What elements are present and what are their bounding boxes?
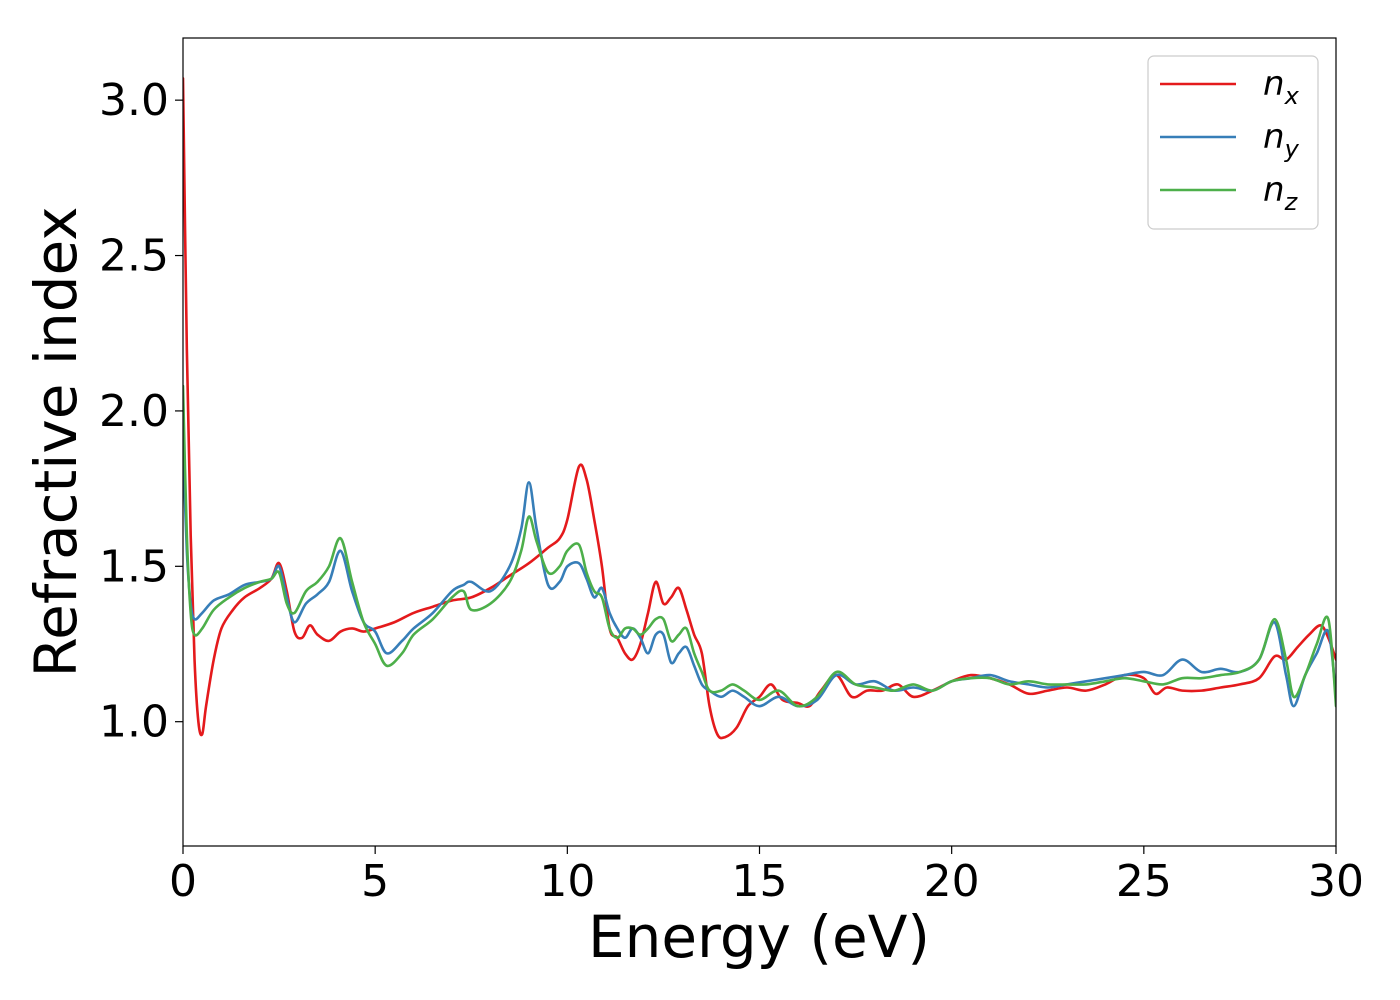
x-tick-label: 5 — [361, 856, 389, 907]
legend-label-z: nz — [1263, 170, 1299, 216]
y-tick-label: 1.0 — [99, 697, 169, 748]
legend: nx ny nz — [1147, 55, 1319, 230]
series-line-y — [183, 440, 1336, 708]
series-layer — [183, 77, 1336, 740]
series-line-x — [183, 77, 1336, 740]
x-tick-label: 30 — [1308, 856, 1364, 907]
x-tick-label: 10 — [539, 856, 595, 907]
y-tick-label: 2.5 — [99, 231, 169, 282]
legend-label-y: ny — [1263, 117, 1300, 163]
x-tick-label: 25 — [1116, 856, 1172, 907]
legend-box — [1147, 55, 1319, 230]
x-axis-ticks: 0 5 10 15 20 25 30 — [169, 846, 1364, 907]
y-tick-label: 1.5 — [99, 541, 169, 592]
x-tick-label: 20 — [924, 856, 980, 907]
x-tick-label: 15 — [732, 856, 788, 907]
x-tick-label: 0 — [169, 856, 197, 907]
x-axis-title: Energy (eV) — [588, 903, 930, 971]
y-tick-label: 3.0 — [99, 75, 169, 126]
y-axis-title: Refractive index — [22, 206, 90, 677]
y-axis-ticks: 1.0 1.5 2.0 2.5 3.0 — [99, 75, 183, 748]
series-line-z — [183, 384, 1336, 708]
legend-label-x: nx — [1263, 64, 1300, 110]
y-tick-label: 2.0 — [99, 386, 169, 437]
